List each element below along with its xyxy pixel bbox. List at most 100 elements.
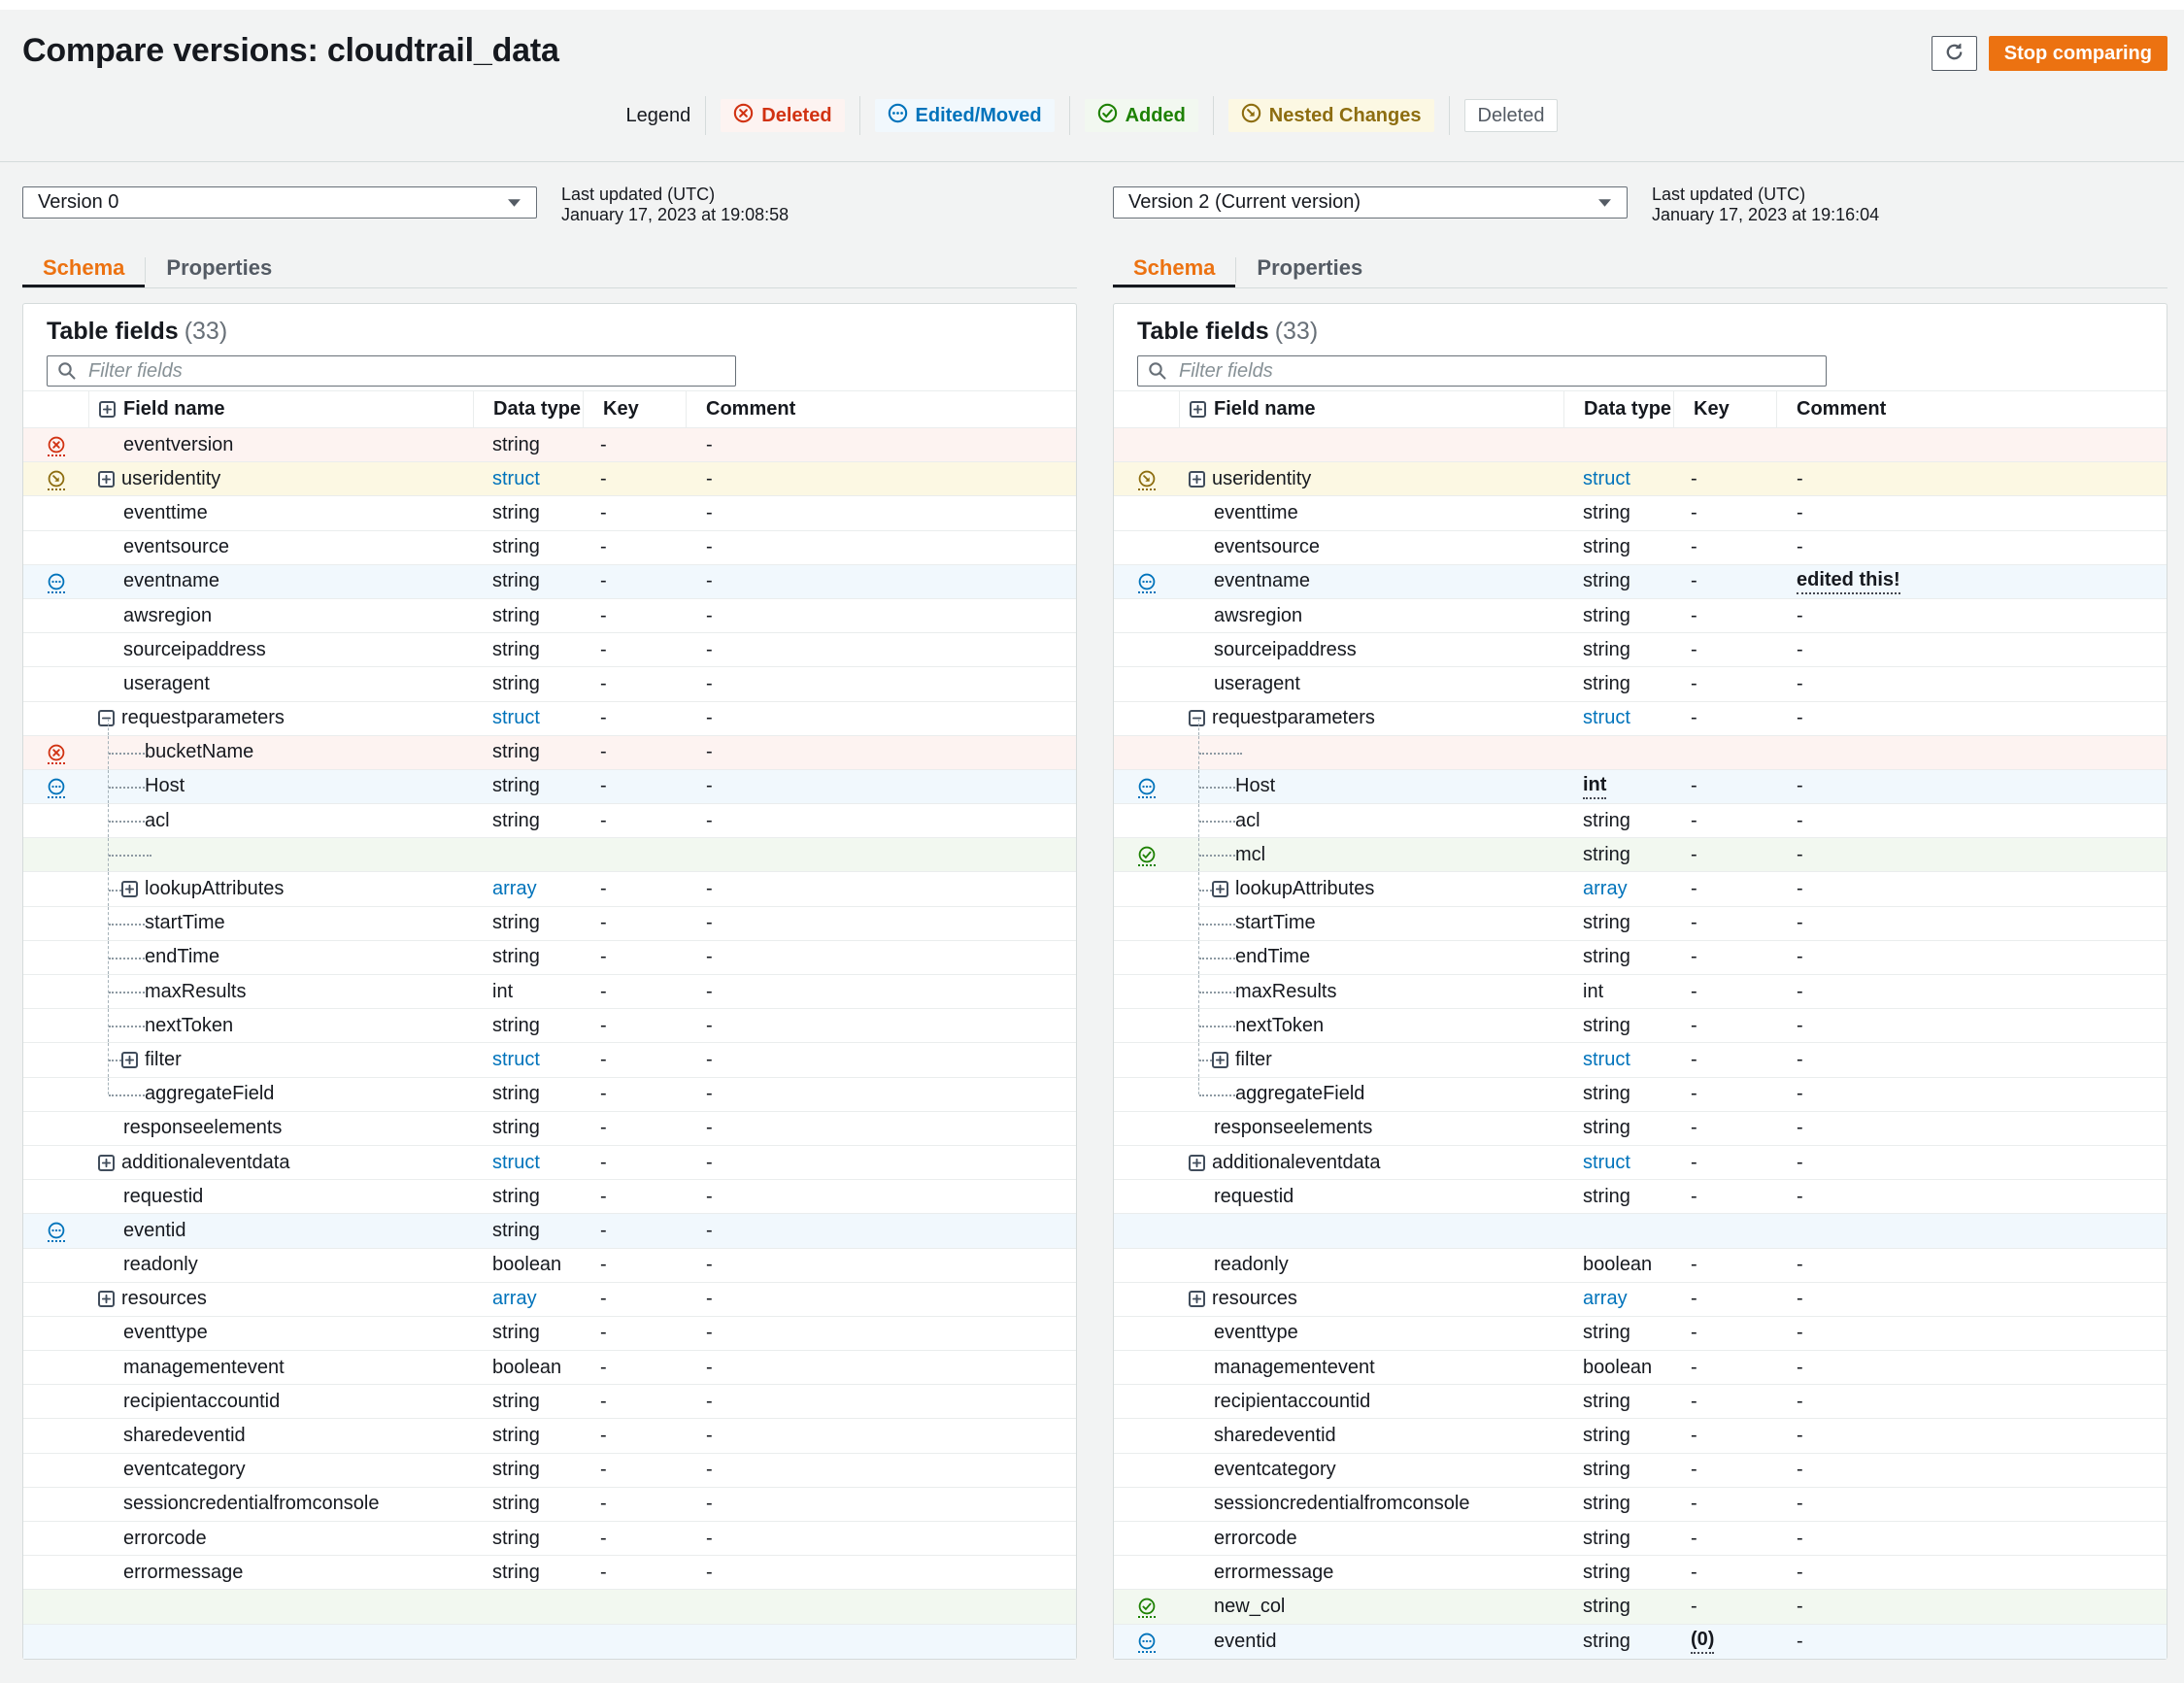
comment-cell: -	[686, 770, 1076, 803]
tab-properties[interactable]: Properties	[1257, 255, 1363, 280]
data-type[interactable]: struct	[1583, 467, 1630, 489]
comment-cell: -	[1776, 941, 2167, 974]
version-select[interactable]: Version 0	[22, 186, 537, 219]
expand-icon[interactable]	[1212, 881, 1228, 898]
comment-value: -	[1797, 707, 1803, 729]
comment-value[interactable]: edited this!	[1797, 569, 1900, 594]
field-name-cell: additionaleventdata	[88, 1146, 473, 1179]
key-cell: -	[583, 1214, 686, 1247]
comment-value: -	[706, 1185, 713, 1207]
data-type[interactable]: struct	[1583, 707, 1630, 729]
expand-icon[interactable]	[1189, 1154, 1205, 1171]
expand-icon[interactable]	[121, 881, 138, 898]
stop-comparing-button[interactable]: Stop comparing	[1988, 36, 2167, 71]
edited-icon[interactable]	[47, 1222, 65, 1243]
tab-schema[interactable]: Schema	[1113, 252, 1236, 287]
table-body: eventversion string - - useridentity struct - -…	[23, 428, 1076, 1659]
refresh-button[interactable]	[1931, 36, 1977, 71]
data-type-cell: array	[1563, 872, 1673, 905]
data-type[interactable]: array	[492, 878, 537, 900]
key-cell: -	[1673, 1146, 1776, 1179]
key-cell: -	[583, 1112, 686, 1145]
data-type: string	[492, 741, 540, 763]
tree-line	[108, 975, 109, 1009]
status-cell	[23, 1112, 88, 1145]
field-name-cell: bucketName	[88, 735, 473, 769]
status-cell	[1114, 1522, 1179, 1555]
tree-connector	[109, 889, 121, 892]
edited-icon[interactable]	[1137, 778, 1156, 798]
field-name: eventcategory	[123, 1459, 246, 1481]
field-name-cell: sessioncredentialfromconsole	[1179, 1488, 1563, 1521]
filter-fields-input[interactable]	[47, 355, 736, 387]
field-row-Host: Host int - -	[1114, 769, 2167, 805]
key-value: -	[1691, 638, 1697, 660]
expand-icon[interactable]	[1212, 1051, 1228, 1068]
edited-icon[interactable]	[1137, 573, 1156, 593]
key-cell: -	[583, 1317, 686, 1350]
tree-connector	[109, 957, 145, 959]
nested-icon[interactable]	[1137, 470, 1156, 491]
comment-value: -	[1797, 1390, 1803, 1412]
data-type: string	[1583, 1493, 1630, 1515]
key-value[interactable]: (0)	[1691, 1629, 1715, 1655]
field-row-sessioncredentialfromconsole: sessioncredentialfromconsole string - -	[1114, 1488, 2167, 1522]
data-type[interactable]: struct	[492, 707, 540, 729]
data-type[interactable]: array	[1583, 1288, 1628, 1310]
data-type[interactable]: struct	[492, 1151, 540, 1173]
tab-properties[interactable]: Properties	[166, 255, 273, 280]
expand-all-icon[interactable]	[1190, 401, 1206, 418]
comment-cell: -	[1776, 1385, 2167, 1418]
filter-fields-input[interactable]	[1137, 355, 1827, 387]
data-type-cell: string	[473, 1214, 583, 1247]
comment-cell: -	[1776, 1488, 2167, 1521]
data-type[interactable]: struct	[492, 1048, 540, 1070]
expand-icon[interactable]	[98, 470, 115, 488]
comment-cell: -	[686, 1488, 1076, 1521]
data-type-cell: string	[1563, 804, 1673, 837]
page-divider	[0, 161, 2184, 162]
expand-icon[interactable]	[98, 1154, 115, 1171]
tree-line	[1198, 940, 1199, 974]
data-type[interactable]: struct	[1583, 1151, 1630, 1173]
comment-cell: -	[686, 1214, 1076, 1247]
added-icon[interactable]	[1137, 1598, 1156, 1619]
expand-all-icon[interactable]	[99, 401, 116, 418]
comment-cell: -	[1776, 838, 2167, 871]
expand-icon[interactable]	[1189, 470, 1205, 488]
edited-icon[interactable]	[1137, 1633, 1156, 1654]
deleted-icon[interactable]	[47, 744, 65, 764]
key-cell: -	[1673, 1385, 1776, 1418]
collapse-icon[interactable]	[1189, 710, 1205, 727]
collapse-icon[interactable]	[98, 710, 115, 727]
status-cell	[23, 633, 88, 666]
data-type[interactable]: int	[1583, 774, 1607, 799]
nested-icon[interactable]	[47, 470, 65, 491]
field-row-responseelements: responseelements string - -	[1114, 1112, 2167, 1146]
version-select[interactable]: Version 2 (Current version)	[1113, 186, 1628, 219]
data-type-cell: string	[473, 1556, 583, 1589]
field-row-sharedeventid: sharedeventid string - -	[23, 1419, 1076, 1454]
field-name-cell	[1179, 735, 1563, 769]
tabs: Schema Properties	[22, 252, 1077, 288]
data-type[interactable]: array	[1583, 878, 1628, 900]
expand-icon[interactable]	[121, 1051, 138, 1068]
added-icon[interactable]	[1137, 846, 1156, 867]
key-cell: -	[583, 1249, 686, 1282]
data-type: string	[1583, 638, 1630, 660]
data-type: boolean	[1583, 1254, 1653, 1276]
edited-icon[interactable]	[47, 573, 65, 593]
expand-icon[interactable]	[1189, 1291, 1205, 1308]
deleted-icon[interactable]	[47, 436, 65, 457]
tab-schema[interactable]: Schema	[22, 252, 146, 287]
expand-icon[interactable]	[98, 1291, 115, 1308]
placeholder-row	[1114, 428, 2167, 463]
edited-icon[interactable]	[47, 778, 65, 798]
status-cell	[1114, 838, 1179, 871]
data-type[interactable]: struct	[1583, 1048, 1630, 1070]
key-cell: -	[583, 1419, 686, 1452]
key-cell	[1673, 736, 1776, 769]
data-type[interactable]: struct	[492, 467, 540, 489]
data-type: string	[492, 1117, 540, 1139]
data-type[interactable]: array	[492, 1288, 537, 1310]
